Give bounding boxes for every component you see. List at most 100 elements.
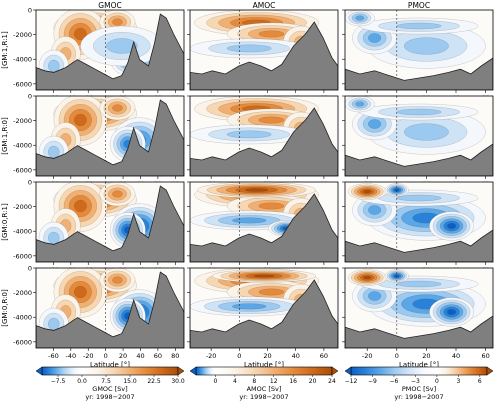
bathymetry-mask <box>36 99 184 176</box>
colorbar-bar <box>195 366 333 376</box>
x-tick-label: 0 <box>395 352 399 360</box>
colorbar-tick-label: 3 <box>456 378 460 385</box>
y-tick-label: -2000 <box>13 117 32 125</box>
negative-cell-contour <box>404 123 449 141</box>
colorbar-extend-max <box>331 366 339 376</box>
bathymetry-mask <box>190 279 338 348</box>
negative-cell-contour <box>226 44 272 53</box>
positive-cell-contour <box>363 275 372 280</box>
colorbar-bar <box>41 366 179 376</box>
colorbar-gmoc: −7.5 0.0 7.5 15.0 22.5 30.0 GMOC [Sv]yr: 1998−… <box>35 366 185 401</box>
colorbar-tick-label: 22.5 <box>147 378 161 385</box>
x-tick-label: 60 <box>154 352 162 360</box>
colorbar-tick-label: 4 <box>233 378 237 385</box>
column-title: AMOC <box>253 1 276 10</box>
streamfunction-field <box>345 96 493 176</box>
bathymetry-mask <box>345 57 493 90</box>
negative-cell-contour <box>355 15 365 21</box>
positive-cell-contour <box>112 18 123 26</box>
positive-cell-contour <box>363 189 372 194</box>
row-label: [GM:0,R:1] <box>1 203 9 241</box>
positive-cell-contour <box>244 188 269 192</box>
column-title: GMOC <box>98 1 121 10</box>
colorbar-tick-label: −9 <box>368 378 377 385</box>
y-tick-label: -4000 <box>13 56 32 64</box>
colorbar-tick-label: 8 <box>252 378 256 385</box>
row-label: [GM:1,R:1] <box>1 31 9 69</box>
colorbar-tick-label: 7.5 <box>101 378 111 385</box>
negative-cell-contour <box>368 33 382 43</box>
y-tick-label: 0 <box>28 93 32 101</box>
negative-cell-contour <box>368 291 382 301</box>
positive-cell-contour <box>74 113 87 127</box>
colorbar-subtitle: yr: 1998−2007 <box>394 393 443 401</box>
streamfunction-field <box>190 268 338 348</box>
y-tick-label: -4000 <box>13 228 32 236</box>
y-tick-label: -4000 <box>13 314 32 322</box>
colorbar-tick-label: −7.5 <box>51 378 66 385</box>
panel-frame <box>344 95 494 177</box>
y-tick-label: -2000 <box>13 31 32 39</box>
bathymetry-mask <box>190 21 338 90</box>
y-tick-label: -2000 <box>13 289 32 297</box>
colorbar-tick-label: 0 <box>214 378 218 385</box>
negative-cell-contour <box>48 317 60 331</box>
panel-frame <box>344 267 494 349</box>
negative-cell-contour <box>396 280 442 288</box>
panel-gmoc-r3: 0-2000-4000-6000-60-40-20020406080[GM:0,… <box>1 179 185 274</box>
panel-frame <box>189 9 339 91</box>
negative-cell-contour <box>355 101 365 107</box>
x-axis-label: Latitude [°] <box>399 361 439 369</box>
colorbar-subtitle: yr: 1998−2007 <box>239 393 288 401</box>
colorbar-subtitle: yr: 1998−2007 <box>85 393 134 401</box>
x-axis-label: Latitude [°] <box>90 361 130 369</box>
streamfunction-field <box>36 182 184 262</box>
streamfunction-field <box>345 182 493 262</box>
colorbar-tick-label: 16 <box>289 378 297 385</box>
panel-gmoc-r2: 0-2000-4000-6000-60-40-20020406080[GM:1,… <box>1 93 185 188</box>
positive-cell-contour <box>258 116 285 124</box>
negative-cell-contour <box>396 22 442 30</box>
negative-cell-contour <box>368 119 382 129</box>
colorbar-tick-label: −6 <box>390 378 399 385</box>
x-tick-label: 60 <box>320 352 328 360</box>
colorbar-title: AMOC [Sv] <box>247 385 282 393</box>
negative-cell-contour <box>48 59 60 73</box>
bathymetry-mask <box>345 229 493 262</box>
y-tick-label: -6000 <box>13 80 32 88</box>
colorbar-extend-min <box>189 366 197 376</box>
y-tick-label: -6000 <box>13 338 32 346</box>
y-tick-label: 0 <box>28 265 32 273</box>
streamfunction-field <box>190 182 338 262</box>
colorbar-tick-label: −12 <box>345 378 358 385</box>
colorbar-extend-max <box>486 366 494 376</box>
positive-cell-contour <box>253 274 275 278</box>
x-tick-label: -20 <box>362 352 373 360</box>
panel-frame <box>344 9 494 91</box>
colorbar-extend-max <box>177 366 185 376</box>
negative-cell-contour <box>404 37 449 55</box>
panel-amoc-r4: -20 0 20 40 60 Latitude [°] <box>187 267 339 369</box>
positive-cell-contour <box>74 27 87 41</box>
x-tick-label: 40 <box>136 352 144 360</box>
negative-cell-contour <box>232 217 267 224</box>
bathymetry-mask <box>345 315 493 348</box>
x-tick-label: 20 <box>422 352 430 360</box>
colorbar-extend-min <box>35 366 43 376</box>
negative-cell-contour <box>368 205 382 215</box>
x-tick-label: 0 <box>104 352 108 360</box>
streamfunction-field <box>36 268 184 348</box>
positive-cell-contour <box>74 285 87 299</box>
column-title: PMOC <box>408 1 430 10</box>
x-axis-label: Latitude [°] <box>244 361 284 369</box>
negative-cell-contour <box>226 130 272 139</box>
row-label: [GM:0,R:0] <box>1 289 9 327</box>
panel-frame <box>35 9 185 91</box>
x-tick-label: 20 <box>263 352 271 360</box>
positive-cell-contour <box>112 276 123 284</box>
panel-amoc-r1: -200204060AMOC <box>187 1 339 102</box>
panel-pmoc-r1: -200204060PMOC <box>342 1 494 102</box>
x-tick-label: -60 <box>48 352 59 360</box>
positive-cell-contour <box>112 104 123 112</box>
